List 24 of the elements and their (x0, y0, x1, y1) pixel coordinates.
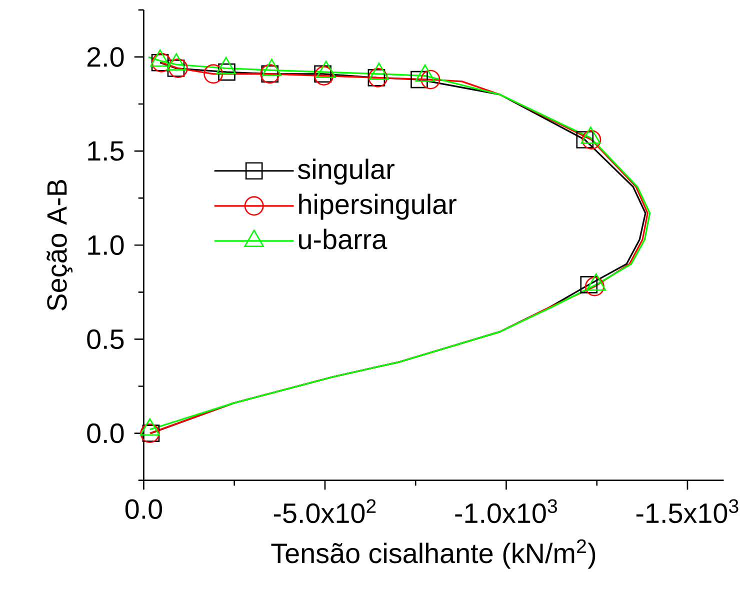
y-tick-label: 0.0 (87, 423, 124, 444)
point (582, 130, 602, 150)
y-tick-label: 0.5 (87, 329, 124, 350)
point (410, 70, 428, 88)
legend-label: u-barra (299, 228, 388, 250)
x-tick-label: -1.5x10$^{3}$ (636, 499, 738, 524)
point (420, 70, 440, 90)
y-tick-label: 1.0 (88, 235, 124, 256)
point (218, 63, 236, 81)
legend-label: hipersingular (299, 194, 456, 220)
point (584, 276, 604, 296)
point (168, 58, 188, 78)
x-tick-label: 0.0 (125, 499, 162, 519)
y-axis-title: Seção A-B (46, 180, 73, 311)
point (167, 60, 185, 77)
x-tick-label: -5.0x10$^{2}$ (274, 499, 376, 524)
y-tick-label: 2.0 (87, 47, 124, 67)
point (576, 131, 594, 148)
legend-label: singular (298, 158, 394, 185)
point (580, 276, 598, 294)
x-axis-title: Tensão cisalhante (kN/m$^{2}$) (271, 539, 596, 569)
x-tick-label: -1.0x10$^{3}$ (455, 499, 557, 524)
point (204, 64, 224, 84)
y-tick-label: 1.5 (88, 141, 124, 161)
